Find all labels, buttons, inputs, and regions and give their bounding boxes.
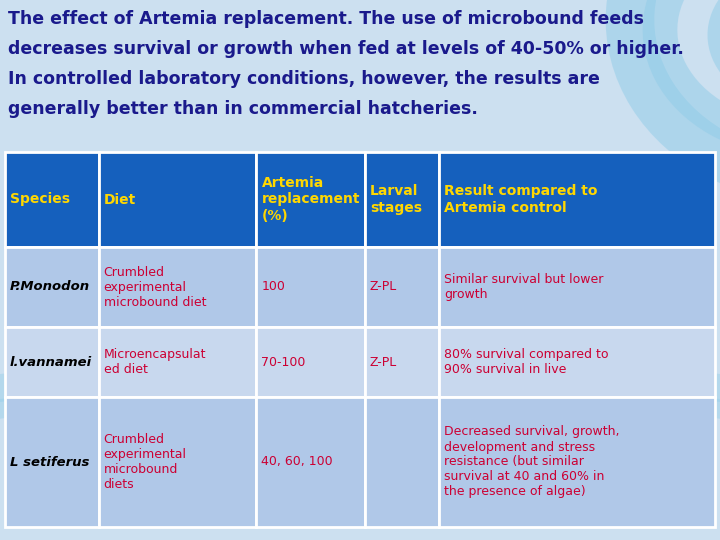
Text: 100: 100 <box>261 280 285 294</box>
Text: Result compared to
Artemia control: Result compared to Artemia control <box>444 184 598 214</box>
Bar <box>99 152 256 247</box>
Bar <box>256 152 365 247</box>
Bar <box>5 327 99 397</box>
Bar <box>365 152 439 247</box>
Bar <box>5 397 99 527</box>
Bar <box>365 247 439 327</box>
Text: Decreased survival, growth,
development and stress
resistance (but similar
survi: Decreased survival, growth, development … <box>444 426 619 498</box>
Bar <box>439 152 715 247</box>
Bar <box>99 397 256 527</box>
Text: Z-PL: Z-PL <box>370 355 397 368</box>
Text: Similar survival but lower
growth: Similar survival but lower growth <box>444 273 603 301</box>
Text: Microencapsulat
ed diet: Microencapsulat ed diet <box>104 348 206 376</box>
Text: decreases survival or growth when fed at levels of 40-50% or higher.: decreases survival or growth when fed at… <box>8 40 684 58</box>
Text: Z-PL: Z-PL <box>370 280 397 294</box>
Text: Larval
stages: Larval stages <box>370 184 422 214</box>
Bar <box>439 247 715 327</box>
Bar <box>365 397 439 527</box>
Text: 80% survival compared to
90% survival in live: 80% survival compared to 90% survival in… <box>444 348 608 376</box>
Text: Crumbled
experimental
microbound diet: Crumbled experimental microbound diet <box>104 266 206 308</box>
Text: Artemia
replacement
(%): Artemia replacement (%) <box>261 176 360 222</box>
Bar <box>5 247 99 327</box>
Text: Species: Species <box>10 192 70 206</box>
Bar <box>256 247 365 327</box>
Bar <box>439 397 715 527</box>
Bar <box>256 397 365 527</box>
Text: l.vannamei: l.vannamei <box>10 355 92 368</box>
Bar <box>99 327 256 397</box>
Text: 70-100: 70-100 <box>261 355 306 368</box>
Bar <box>439 327 715 397</box>
Text: L setiferus: L setiferus <box>10 456 89 469</box>
Text: Crumbled
experimental
microbound
diets: Crumbled experimental microbound diets <box>104 433 186 491</box>
Text: In controlled laboratory conditions, however, the results are: In controlled laboratory conditions, how… <box>8 70 600 88</box>
Bar <box>256 327 365 397</box>
Bar <box>5 152 99 247</box>
Bar <box>99 247 256 327</box>
Text: Diet: Diet <box>104 192 136 206</box>
Text: 40, 60, 100: 40, 60, 100 <box>261 456 333 469</box>
Text: The effect of Artemia replacement. The use of microbound feeds: The effect of Artemia replacement. The u… <box>8 10 644 28</box>
Bar <box>365 327 439 397</box>
Text: generally better than in commercial hatcheries.: generally better than in commercial hatc… <box>8 100 478 118</box>
Text: P.Monodon: P.Monodon <box>10 280 90 294</box>
